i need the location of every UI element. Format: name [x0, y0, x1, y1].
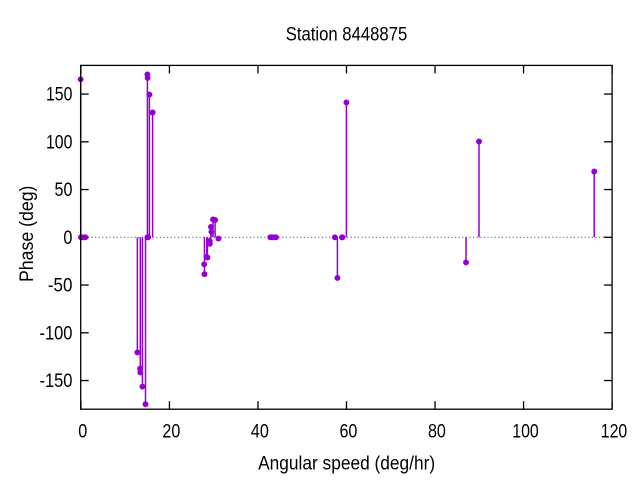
svg-text:Angular speed (deg/hr): Angular speed (deg/hr)	[258, 454, 435, 475]
svg-text:20: 20	[162, 422, 180, 443]
svg-text:0: 0	[63, 228, 72, 249]
svg-text:80: 80	[428, 422, 446, 443]
svg-text:-100: -100	[40, 323, 73, 344]
svg-text:100: 100	[512, 422, 538, 443]
svg-text:50: 50	[55, 180, 73, 201]
svg-text:150: 150	[46, 85, 72, 106]
svg-text:100: 100	[46, 132, 72, 153]
svg-text:120: 120	[601, 422, 627, 443]
svg-text:-150: -150	[40, 371, 73, 392]
svg-text:0: 0	[78, 422, 87, 443]
svg-text:60: 60	[339, 422, 357, 443]
svg-text:Phase (deg): Phase (deg)	[17, 186, 38, 282]
svg-text:-50: -50	[48, 276, 73, 297]
svg-text:Station 8448875: Station 8448875	[286, 24, 408, 45]
svg-text:40: 40	[251, 422, 269, 443]
